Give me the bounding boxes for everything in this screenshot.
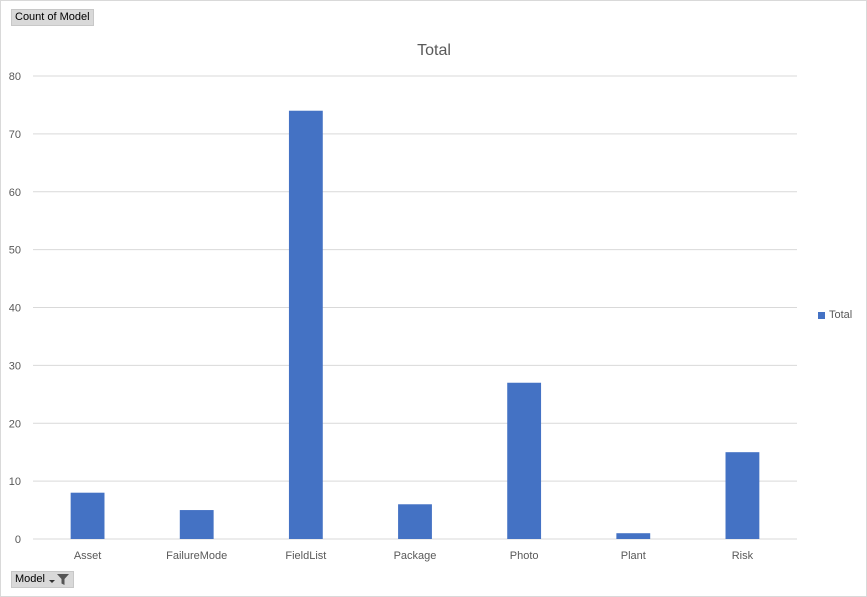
bar-failuremode xyxy=(179,510,214,539)
legend: Total xyxy=(818,309,852,321)
x-tick-label: FailureMode xyxy=(166,550,227,562)
x-tick-label: FieldList xyxy=(285,550,326,562)
dropdown-filter-icon[interactable] xyxy=(48,573,70,586)
x-tick-label: Asset xyxy=(74,550,102,562)
bar-plant xyxy=(616,533,651,539)
y-tick-label: 70 xyxy=(9,129,21,141)
values-field-button[interactable]: Count of Model xyxy=(11,9,94,26)
x-tick-label: Risk xyxy=(732,550,754,562)
axis-field-label: Model xyxy=(15,573,45,585)
bar-asset xyxy=(70,492,105,539)
bar-photo xyxy=(507,382,542,539)
x-tick-label: Package xyxy=(394,550,437,562)
gridlines xyxy=(33,75,797,540)
y-tick-label: 80 xyxy=(9,71,21,83)
y-tick-label: 40 xyxy=(9,303,21,315)
y-tick-label: 50 xyxy=(9,245,21,257)
x-axis-ticks: Asset FailureMode FieldList Package Photo Pla… xyxy=(74,550,754,562)
legend-label: Total xyxy=(829,309,853,321)
x-tick-label: Photo xyxy=(510,550,539,562)
y-tick-label: 60 xyxy=(9,187,21,199)
y-tick-label: 10 xyxy=(9,476,21,488)
legend-swatch xyxy=(818,311,825,319)
bar-fieldlist xyxy=(288,110,323,539)
x-tick-label: Plant xyxy=(621,550,646,562)
y-tick-label: 20 xyxy=(9,418,21,430)
bar-risk xyxy=(725,452,760,539)
y-tick-label: 0 xyxy=(15,534,21,546)
y-axis-ticks: 0 10 20 30 40 50 60 70 80 xyxy=(9,71,21,546)
y-tick-label: 30 xyxy=(9,360,21,372)
bar-package xyxy=(398,504,432,539)
bars xyxy=(70,110,760,539)
chart-title: Total xyxy=(417,42,451,59)
axis-field-button[interactable]: Model xyxy=(11,571,74,588)
